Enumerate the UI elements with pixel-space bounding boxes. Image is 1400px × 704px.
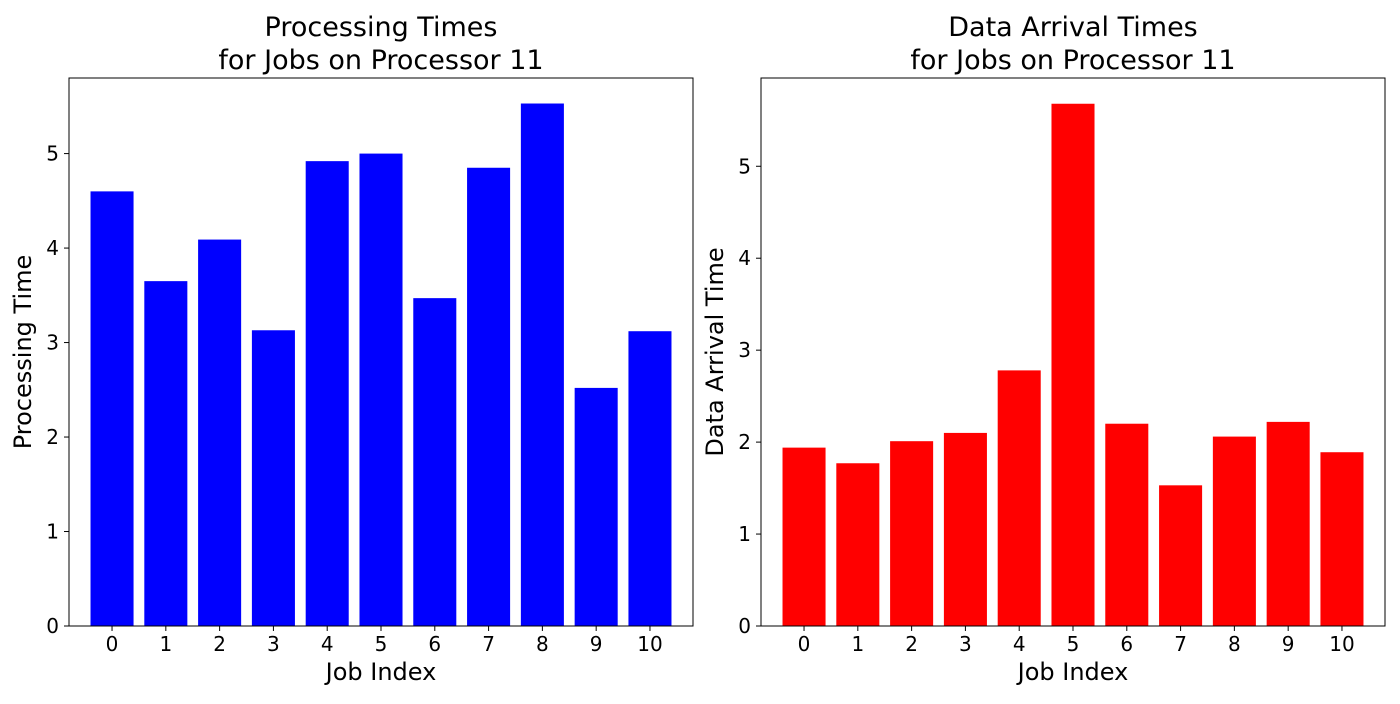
processing-x-tick-label-6: 6	[428, 632, 441, 656]
processing-y-tick-label-2: 2	[46, 425, 59, 449]
arrival-y-tick-label-2: 2	[738, 430, 751, 454]
processing-y-tick-label-4: 4	[46, 236, 59, 260]
arrival-x-tick-label-3: 3	[959, 632, 972, 656]
processing-y-tick-label-1: 1	[46, 520, 59, 544]
processing-x-tick-label-7: 7	[482, 632, 495, 656]
arrival-chart-title-line-2: for Jobs on Processor 11	[910, 45, 1235, 76]
arrival-y-tick-label-4: 4	[738, 246, 751, 270]
processing-x-tick-label-3: 3	[267, 632, 280, 656]
processing-y-tick-label-3: 3	[46, 331, 59, 355]
processing-x-tick-label-9: 9	[590, 632, 603, 656]
processing-x-tick-label-2: 2	[213, 632, 226, 656]
processing-y-axis-label: Processing Time	[9, 255, 37, 450]
arrival-x-tick-label-10: 10	[1329, 632, 1354, 656]
arrival-bar-6	[1105, 423, 1149, 626]
arrival-bar-4	[997, 370, 1041, 626]
arrival-x-tick-label-1: 1	[851, 632, 864, 656]
processing-bar-10	[628, 331, 672, 626]
arrival-x-axis-label: Job Index	[1016, 658, 1129, 686]
arrival-y-tick-label-3: 3	[738, 338, 751, 362]
arrival-x-tick-label-2: 2	[905, 632, 918, 656]
arrival-bar-9	[1266, 421, 1310, 626]
arrival-bar-8	[1212, 436, 1256, 626]
processing-x-axis-label: Job Index	[324, 658, 437, 686]
arrival-x-tick-label-0: 0	[798, 632, 811, 656]
processing-bar-6	[413, 298, 457, 626]
processing-y-tick-label-5: 5	[46, 142, 59, 166]
processing-bar-0	[90, 191, 134, 626]
arrival-bar-3	[943, 432, 987, 626]
processing-bar-5	[359, 153, 403, 626]
processing-bar-4	[305, 161, 349, 626]
arrival-bar-5	[1051, 103, 1095, 626]
arrival-x-tick-label-9: 9	[1282, 632, 1295, 656]
processing-bar-8	[520, 103, 564, 626]
arrival-y-tick-label-1: 1	[738, 522, 751, 546]
processing-x-tick-label-1: 1	[159, 632, 172, 656]
processing-x-tick-label-10: 10	[637, 632, 662, 656]
processing-bar-7	[467, 167, 511, 627]
processing-x-tick-label-5: 5	[375, 632, 388, 656]
processing-bar-9	[574, 387, 618, 626]
processing-chart-title-line-2: for Jobs on Processor 11	[218, 45, 543, 76]
arrival-y-tick-label-0: 0	[738, 614, 751, 638]
arrival-bar-2	[890, 441, 934, 626]
processing-bar-1	[144, 281, 188, 626]
processing-x-tick-label-8: 8	[536, 632, 549, 656]
arrival-bar-0	[782, 447, 826, 626]
processing-x-tick-label-0: 0	[106, 632, 119, 656]
arrival-x-tick-label-6: 6	[1120, 632, 1133, 656]
arrival-x-tick-label-7: 7	[1174, 632, 1187, 656]
processing-bar-3	[251, 330, 295, 626]
arrival-y-axis-label: Data Arrival Time	[701, 247, 729, 456]
arrival-bar-7	[1159, 485, 1203, 626]
arrival-x-tick-label-4: 4	[1013, 632, 1026, 656]
processing-x-tick-label-4: 4	[321, 632, 334, 656]
processing-bar-2	[198, 239, 242, 626]
arrival-y-tick-label-5: 5	[738, 154, 751, 178]
arrival-bar-1	[836, 463, 880, 626]
arrival-x-tick-label-8: 8	[1228, 632, 1241, 656]
processing-y-tick-label-0: 0	[46, 614, 59, 638]
arrival-bar-10	[1320, 452, 1364, 626]
arrival-chart-title-line-1: Data Arrival Times	[948, 12, 1198, 43]
arrival-x-tick-label-5: 5	[1067, 632, 1080, 656]
processing-chart-title-line-1: Processing Times	[265, 12, 498, 43]
